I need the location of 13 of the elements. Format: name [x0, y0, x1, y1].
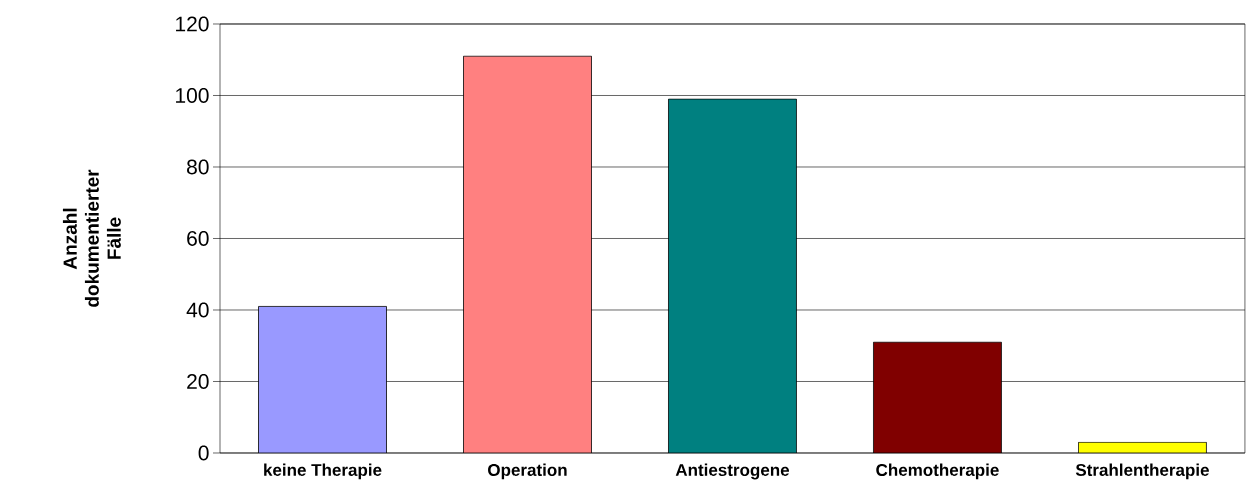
y-axis-title: Anzahl dokumentierter Fälle	[62, 169, 121, 307]
y-tick-label: 60	[187, 231, 209, 246]
y-tick-label: 100	[176, 88, 209, 103]
x-tick-label: Operation	[488, 463, 567, 480]
y-tick-label: 0	[198, 445, 209, 461]
y-tick-label: 120	[176, 16, 209, 32]
y-tick-label: 40	[186, 302, 209, 318]
x-tick-label: Antiestrogene	[675, 463, 790, 480]
y-tick-label: 80	[187, 159, 209, 175]
y-tick-label: 20	[187, 374, 209, 389]
x-tick-label: Chemotherapie	[876, 463, 999, 480]
x-tick-label: Strahlentherapie	[1075, 463, 1209, 480]
x-tick-label: keine Therapie	[264, 463, 382, 480]
